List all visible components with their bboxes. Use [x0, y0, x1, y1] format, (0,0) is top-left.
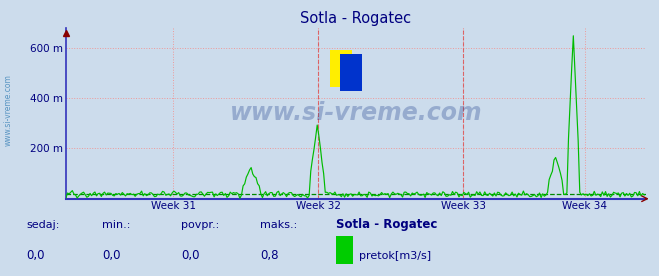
Text: www.si-vreme.com: www.si-vreme.com: [3, 75, 13, 146]
Text: pretok[m3/s]: pretok[m3/s]: [359, 251, 431, 261]
Text: min.:: min.:: [102, 220, 130, 230]
Text: maks.:: maks.:: [260, 220, 298, 230]
Bar: [339, 54, 362, 91]
Text: 0,0: 0,0: [102, 250, 121, 262]
Text: www.si-vreme.com: www.si-vreme.com: [229, 101, 482, 125]
Text: Sotla - Rogatec: Sotla - Rogatec: [336, 218, 438, 231]
Title: Sotla - Rogatec: Sotla - Rogatec: [301, 11, 411, 26]
Text: sedaj:: sedaj:: [26, 220, 60, 230]
Text: povpr.:: povpr.:: [181, 220, 219, 230]
Text: 0,0: 0,0: [181, 250, 200, 262]
Bar: [330, 50, 352, 87]
Text: 0,8: 0,8: [260, 250, 279, 262]
Text: 0,0: 0,0: [26, 250, 45, 262]
